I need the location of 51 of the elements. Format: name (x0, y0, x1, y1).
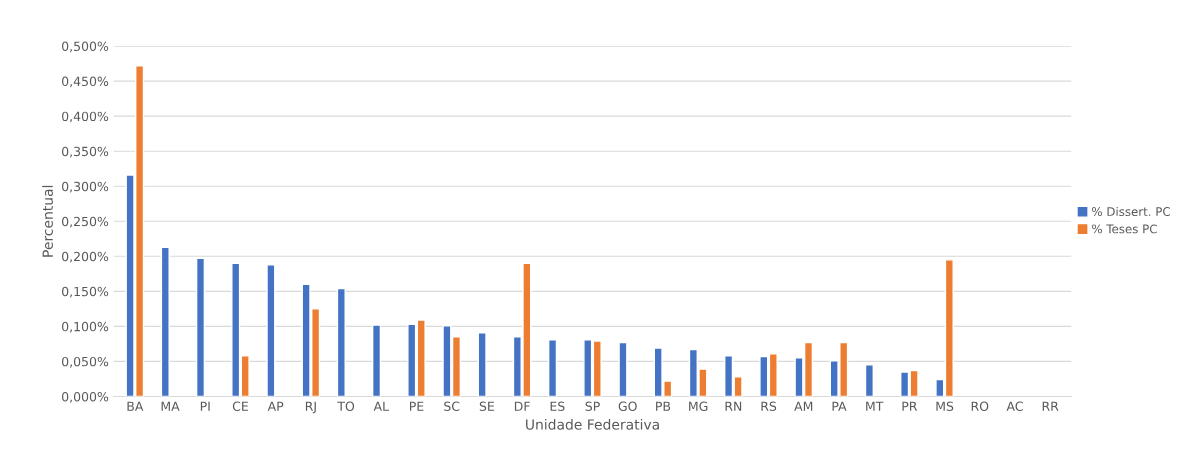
x-tick-label: PI (200, 401, 210, 411)
bar (864, 364, 874, 397)
x-axis-title: Unidade Federativa (526, 418, 659, 430)
x-tick-label: SP (585, 401, 600, 411)
y-tick-label: 0,300% (62, 181, 109, 193)
bar (371, 324, 382, 397)
x-tick-label: RJ (305, 401, 316, 414)
legend-label: % Teses PC (1092, 224, 1157, 234)
x-tick-label: RS (761, 401, 777, 411)
x-tick-label: AL (373, 401, 389, 411)
legend-label: % Dissert. PC (1092, 206, 1170, 217)
x-tick-label: MA (161, 401, 180, 411)
x-tick-label: MG (689, 401, 708, 411)
y-tick-label: 0,500% (62, 41, 109, 53)
bar (336, 287, 346, 397)
bar (477, 331, 487, 397)
x-tick-label: RO (971, 401, 989, 411)
y-tick-label: 0,100% (62, 321, 109, 333)
y-tick-label: 0,450% (62, 76, 109, 88)
y-tick-label: 0,050% (62, 356, 109, 368)
x-tick-label: AC (1006, 401, 1023, 411)
x-tick-label: MT (866, 401, 884, 411)
x-tick-label: DF (514, 401, 530, 411)
bar (195, 257, 206, 397)
x-tick-label: CE (232, 401, 248, 411)
x-tick-label: SC (444, 401, 460, 411)
y-tick-label: 0,350% (62, 146, 109, 158)
y-tick-label: 0,150% (62, 286, 109, 298)
x-tick-label: PE (409, 401, 424, 411)
y-axis-title: Percentual (42, 185, 53, 257)
x-tick-label: PB (656, 401, 671, 411)
y-tick-label: 0,250% (62, 216, 109, 228)
x-tick-label: AP (267, 401, 284, 411)
x-tick-label: PA (832, 401, 847, 411)
bar (618, 341, 628, 397)
y-tick-label: 0,200% (62, 251, 109, 263)
x-tick-label: SE (479, 401, 495, 411)
x-tick-label: GO (618, 401, 637, 411)
x-tick-label: PR (902, 401, 918, 411)
x-tick-label: TO (337, 401, 355, 411)
x-tick-label: RN (725, 401, 742, 411)
bar (160, 246, 170, 397)
bar (266, 264, 276, 397)
x-tick-label: AM (794, 401, 813, 411)
x-tick-label: ES (550, 401, 565, 411)
bar (547, 339, 558, 397)
y-tick-label: 0,000% (62, 391, 109, 403)
x-tick-label: RR (1042, 401, 1059, 411)
y-tick-label: 0,400% (62, 111, 109, 123)
x-tick-label: BA (127, 401, 144, 411)
x-tick-label: MS (936, 401, 954, 411)
